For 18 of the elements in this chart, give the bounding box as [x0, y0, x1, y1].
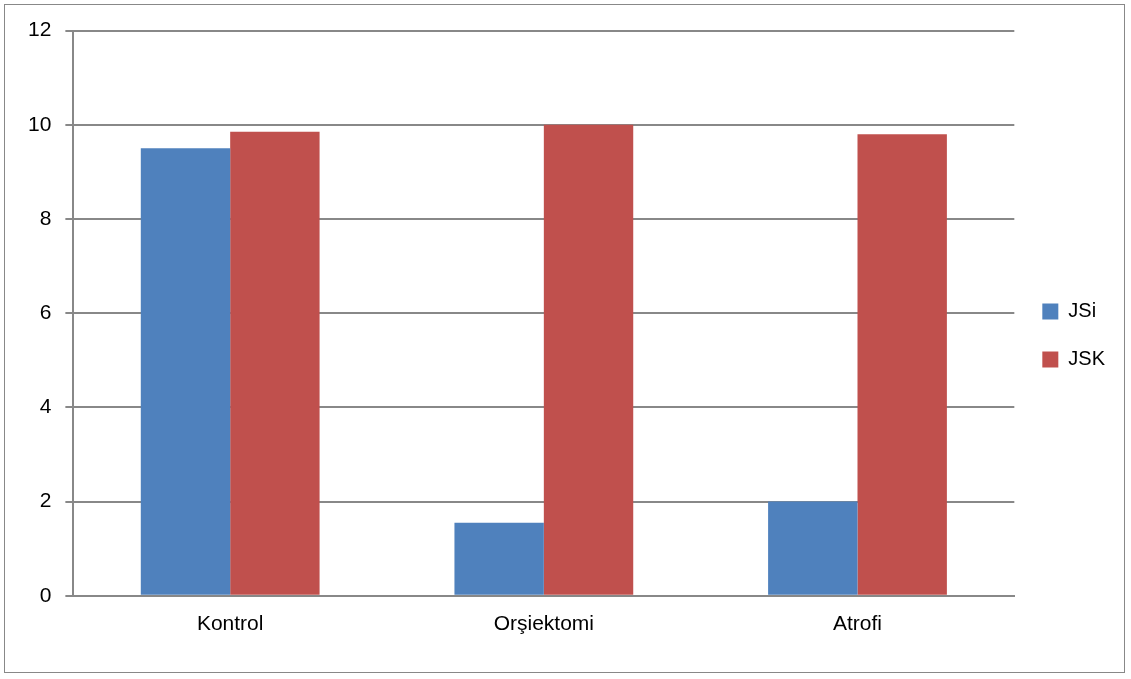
y-tick-label: 0 [39, 582, 52, 606]
bar [543, 124, 634, 595]
y-tick-label: 8 [39, 205, 52, 229]
legend-label: JSi [1068, 299, 1097, 322]
y-tick-label: 2 [39, 488, 52, 512]
bar [230, 131, 320, 595]
y-tick-label: 12 [28, 17, 52, 41]
bar [140, 148, 231, 595]
y-tick-label: 4 [39, 394, 52, 418]
bar [768, 501, 858, 595]
x-tick-label: Atrofi [832, 611, 882, 635]
x-tick-label: Orşiektomi [493, 611, 595, 635]
y-tick-label: 6 [39, 300, 52, 323]
bar [454, 522, 544, 595]
legend-label: JSK [1068, 347, 1106, 370]
y-tick-label: 10 [28, 111, 52, 135]
bar [857, 134, 947, 595]
x-tick-label: Kontrol [196, 611, 264, 635]
